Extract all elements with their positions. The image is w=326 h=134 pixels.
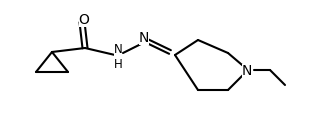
Text: N
H: N H (114, 43, 122, 71)
Text: N: N (242, 64, 252, 78)
Text: O: O (79, 13, 89, 27)
Text: N: N (139, 31, 149, 45)
